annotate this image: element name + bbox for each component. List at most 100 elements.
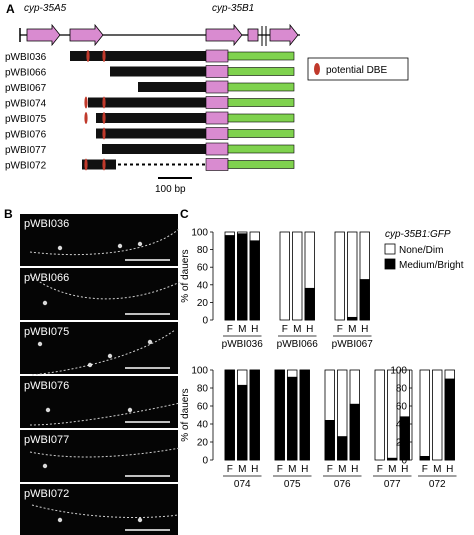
y-tick-label: 20 [396,438,408,449]
fluorescence-spot [147,339,153,345]
condition-label: H [306,324,313,335]
bar-none-dim [334,231,345,321]
construct-promoter-bar [138,82,206,92]
bar-none-dim [292,231,303,321]
fluorescence-spot [42,300,48,306]
fluorescence-spot [57,517,63,523]
panel-label-a: A [6,2,15,16]
dbe-legend-marker [314,63,320,75]
y-tick-label: 60 [197,263,209,274]
construct-promoter-bar [110,66,206,77]
dbe-marker [102,50,106,62]
micrograph-label: pWBI066 [24,272,69,284]
fluorescence-spot [117,243,123,249]
dbe-marker [84,112,88,124]
construct-label: pWBI075 [5,114,47,125]
fluorescence-spot [127,407,133,413]
bar-medium-bright [287,376,298,461]
construct-label: pWBI066 [5,68,47,79]
condition-label: F [282,324,288,335]
bar-medium-bright [419,455,430,461]
bar-medium-bright [349,403,360,461]
category-label: pWBI036 [222,339,264,350]
construct-gfp-bar [227,98,295,107]
y-tick-label: 20 [197,298,209,309]
bar-medium-bright [347,316,358,321]
condition-label: F [277,464,283,475]
construct-label: pWBI036 [5,52,47,63]
construct-label: pWBI072 [5,161,47,172]
fluorescence-spot [57,245,63,251]
gene-arrow [26,23,61,47]
bar-medium-bright [304,287,315,321]
condition-label: M [338,464,346,475]
condition-label: M [238,324,246,335]
worm-outline [31,504,179,519]
y-tick-label: 100 [191,366,208,377]
y-tick-label: 40 [396,420,408,431]
condition-label: F [337,324,343,335]
bar-medium-bright [224,369,235,461]
condition-label: F [377,464,383,475]
construct-list: pWBI036 pWBI066 pWBI067 pWBI074 pWBI075 pWBI0… [5,49,295,172]
bar-medium-bright [324,419,335,461]
bar-medium-bright [359,279,370,321]
y-tick-label: 80 [197,245,209,256]
category-label: 072 [429,479,446,490]
y-tick-label: 0 [202,456,208,467]
condition-label: F [227,464,233,475]
condition-label: H [351,464,358,475]
worm-outline [29,274,181,300]
legend-label-bright: Medium/Bright [399,260,464,271]
fluorescence-spot [137,241,143,247]
category-label: 076 [334,479,351,490]
dbe-legend-label: potential DBE [326,65,387,76]
dbe-marker [102,112,106,124]
bar-medium-bright [387,457,398,461]
construct-promoter-bar [70,51,206,61]
construct-gfp-bar [227,51,295,61]
construct-gfp-bar [227,129,295,138]
micrograph-label: pWBI075 [24,326,69,338]
micrograph-frame [20,322,178,374]
construct-promoter-bar [96,128,206,139]
y-tick-label: 0 [401,456,407,467]
bar-medium-bright [249,369,260,461]
construct-gene-box [205,65,229,78]
bar-medium-bright [249,240,260,321]
construct-gene-box [205,142,229,156]
construct-gfp-bar [227,160,295,169]
construct-gene-box [205,96,229,109]
y-tick-label: 20 [197,438,209,449]
legend-label-none: None/Dim [399,245,443,256]
y-axis-label: % of dauers [180,249,191,302]
bar-none-dim [279,231,290,321]
gene-label-right: cyp-35B1 [212,3,254,14]
gene-arrow [269,23,299,47]
construct-gene-box [205,49,229,63]
worm-outline [29,227,181,256]
bar-medium-bright [399,416,410,461]
bar-none-dim [374,369,385,461]
category-label: 075 [284,479,301,490]
y-tick-label: 40 [197,280,209,291]
condition-label: H [361,324,368,335]
condition-label: H [446,464,453,475]
construct-label: pWBI067 [5,83,47,94]
condition-label: F [327,464,333,475]
panel-label-b: B [4,207,13,221]
construct-gene-box [205,111,229,125]
condition-label: M [433,464,441,475]
gene-arrow [69,23,104,47]
y-tick-label: 60 [197,402,209,413]
bar-none-dim [432,369,443,461]
y-tick-label: 80 [396,384,408,395]
fluorescence-spot [42,463,48,469]
micrograph-label: pWBI036 [24,218,69,230]
bar-none-dim [419,369,430,461]
dbe-marker [102,127,106,140]
y-tick-label: 100 [390,366,407,377]
gene-label-left: cyp-35A5 [24,3,67,14]
